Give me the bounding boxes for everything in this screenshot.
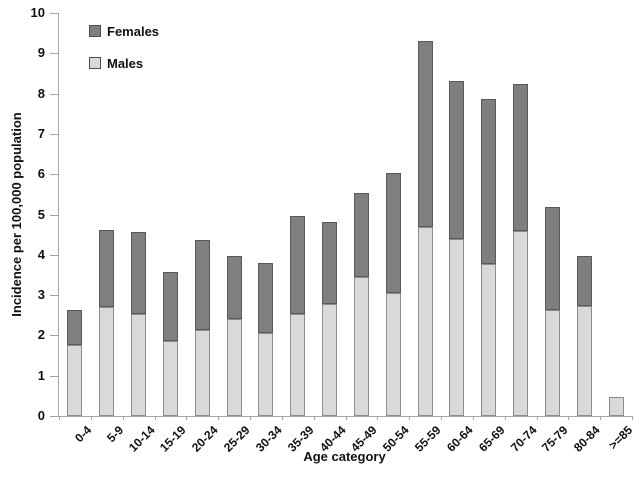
y-tick-label: 6	[37, 166, 45, 181]
y-axis-tick	[50, 334, 58, 336]
x-axis-tick	[122, 416, 124, 420]
y-axis-tick	[50, 294, 58, 296]
x-axis-tick	[185, 416, 187, 420]
x-axis-tick	[408, 416, 410, 420]
bar-males-50-54	[386, 293, 401, 416]
y-tick-label: 7	[37, 126, 45, 141]
bar-females-70-74	[513, 84, 528, 231]
females-swatch-icon	[89, 25, 101, 37]
bar-females-80-84	[577, 256, 592, 306]
bar-females-75-79	[545, 207, 560, 310]
y-axis-tick	[50, 133, 58, 135]
x-axis-tick	[599, 416, 601, 420]
bar-males-40-44	[322, 304, 337, 416]
y-axis-tick	[50, 254, 58, 256]
legend-entry-males: Males	[89, 55, 159, 71]
plot-area: Females Males 0 1 2 3 4 5 6 7 8 9 10 0-4 5-9 10-14 15-…	[31, 5, 635, 455]
bar-males-15-19	[163, 341, 178, 416]
bar-males-55-59	[418, 227, 433, 416]
x-axis-tick	[631, 416, 633, 420]
y-axis-tick	[50, 12, 58, 14]
bar-males-60-64	[449, 239, 464, 416]
bar-females-65-69	[481, 99, 496, 264]
bar-males-65-69	[481, 264, 496, 416]
y-axis-tick	[50, 93, 58, 95]
bar-males-80-84	[577, 306, 592, 416]
y-axis-tick	[50, 173, 58, 175]
males-swatch-icon	[89, 57, 101, 69]
bar-females-10-14	[131, 232, 146, 314]
x-tick-label: 0-4	[71, 423, 94, 446]
x-axis-tick	[345, 416, 347, 420]
x-tick-label: 5-9	[103, 423, 126, 446]
bar-females-50-54	[386, 173, 401, 293]
legend: Females Males	[89, 23, 160, 89]
x-axis-tick	[504, 416, 506, 420]
bar-females-5-9	[99, 230, 114, 307]
x-axis-tick	[472, 416, 474, 420]
y-tick-label: 5	[37, 207, 45, 222]
x-axis-tick	[58, 416, 60, 420]
bar-males-70-74	[513, 231, 528, 416]
y-tick-label: 3	[37, 287, 45, 302]
y-axis-tick	[50, 375, 58, 377]
y-axis-tick	[50, 214, 58, 216]
bar-females-0-4	[67, 310, 82, 345]
bar-males-35-39	[290, 314, 305, 416]
y-tick-label: 4	[37, 247, 45, 262]
bar-females-20-24	[195, 240, 210, 330]
x-axis-tick	[154, 416, 156, 420]
y-tick-label: 9	[37, 45, 45, 60]
y-tick-label: 2	[37, 327, 45, 342]
legend-label-males: Males	[107, 55, 144, 71]
x-axis-tick	[313, 416, 315, 420]
x-axis-tick	[376, 416, 378, 420]
bar-females-40-44	[322, 222, 337, 304]
bar-males->=85	[609, 397, 624, 416]
x-axis-tick	[281, 416, 283, 420]
y-axis-tick	[50, 415, 58, 417]
x-tick-label: >=85	[605, 423, 635, 453]
bar-males-0-4	[67, 345, 82, 416]
bar-females-45-49	[354, 193, 369, 277]
y-tick-label: 0	[37, 408, 45, 423]
bar-males-20-24	[195, 330, 210, 416]
bar-males-45-49	[354, 277, 369, 416]
bar-females-15-19	[163, 272, 178, 341]
x-axis-tick	[249, 416, 251, 420]
x-axis-tick	[440, 416, 442, 420]
y-tick-label: 1	[37, 368, 45, 383]
y-tick-label: 8	[37, 86, 45, 101]
y-axis-tick	[50, 52, 58, 54]
x-axis-tick	[567, 416, 569, 420]
x-axis-tick	[90, 416, 92, 420]
bar-females-30-34	[258, 263, 273, 333]
bar-males-75-79	[545, 310, 560, 416]
x-axis-tick	[217, 416, 219, 420]
bar-females-25-29	[227, 256, 242, 319]
bar-females-55-59	[418, 41, 433, 227]
bar-males-30-34	[258, 333, 273, 416]
legend-entry-females: Females	[89, 23, 160, 39]
bar-males-10-14	[131, 314, 146, 416]
x-axis-title: Age category	[303, 449, 386, 464]
y-tick-label: 10	[30, 5, 45, 20]
x-axis-tick	[536, 416, 538, 420]
bar-males-25-29	[227, 319, 242, 416]
bar-females-35-39	[290, 216, 305, 314]
bar-males-5-9	[99, 307, 114, 416]
bar-females-60-64	[449, 81, 464, 239]
legend-label-females: Females	[107, 23, 160, 39]
